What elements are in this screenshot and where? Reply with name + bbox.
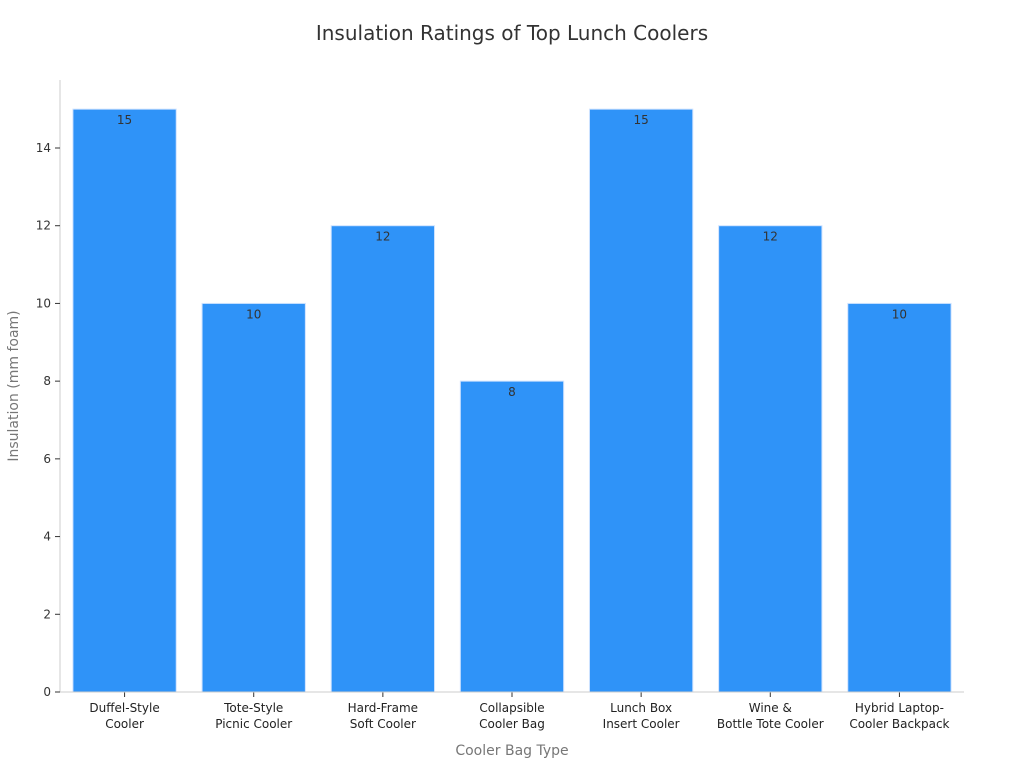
x-tick-label-5: Wine & Bottle Tote Cooler: [717, 701, 824, 731]
x-tick-label-1: Tote-Style Picnic Cooler: [215, 701, 292, 731]
y-axis-label: Insulation (mm foam): [6, 310, 22, 461]
x-axis-label: Cooler Bag Type: [455, 743, 568, 759]
y-axis: 0 2 4 6 8 10 12 14: [36, 80, 61, 699]
x-tick-label-0: Duffel-Style Cooler: [89, 701, 159, 731]
x-tick-label-3: Collapsible Cooler Bag: [479, 701, 545, 731]
data-label-4: 15: [634, 113, 649, 127]
y-tick-label-7: 14: [36, 141, 51, 155]
y-tick-label-3: 6: [43, 452, 51, 466]
x-tick-label-2: Hard-Frame Soft Cooler: [348, 701, 418, 731]
data-labels-group: 15 10 12 8 15 12 10: [117, 113, 907, 399]
x-tick-label-4: Lunch Box Insert Cooler: [603, 701, 680, 731]
y-tick-label-4: 8: [43, 374, 51, 388]
bar-3: [459, 380, 565, 693]
y-tick-label-0: 0: [43, 685, 51, 699]
y-tick-label-2: 4: [43, 530, 51, 544]
bar-5: [718, 225, 823, 693]
bar-2: [330, 225, 436, 693]
data-label-1: 10: [246, 307, 261, 321]
data-label-6: 10: [892, 307, 907, 321]
bar-1: [201, 302, 306, 693]
bar-0: [72, 108, 177, 693]
x-tick-label-6: Hybrid Laptop-Cooler Backpack: [849, 701, 949, 731]
x-axis: Duffel-Style Cooler Tote-Style Picnic Coole…: [60, 691, 964, 731]
y-tick-label-6: 12: [36, 219, 51, 233]
chart-title: Insulation Ratings of Top Lunch Coolers: [316, 21, 708, 45]
data-label-5: 12: [763, 230, 778, 244]
y-tick-label-5: 10: [36, 296, 51, 310]
bar-4: [588, 108, 694, 693]
bar-6: [847, 302, 952, 693]
data-label-2: 12: [375, 230, 390, 244]
bars-group: [72, 108, 952, 693]
data-label-0: 15: [117, 113, 132, 127]
data-label-3: 8: [508, 385, 516, 399]
y-tick-label-1: 2: [43, 607, 51, 621]
